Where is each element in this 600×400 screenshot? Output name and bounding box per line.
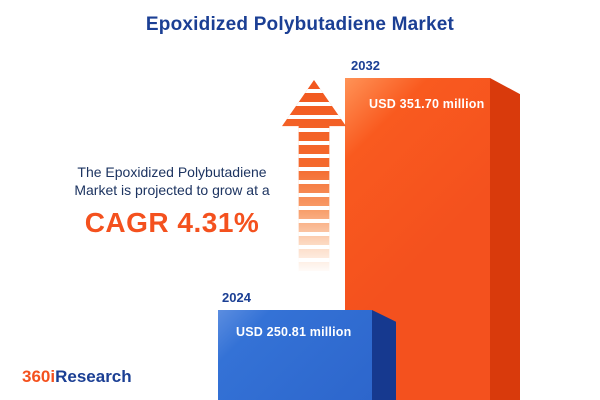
- promo-line-2: Market is projected to grow at a: [74, 182, 270, 198]
- year-label-2024: 2024: [222, 290, 251, 305]
- bar-2024-front-face: [218, 310, 372, 400]
- value-label-2032: USD 351.70 million: [369, 97, 485, 111]
- value-label-2024: USD 250.81 million: [236, 325, 352, 339]
- promo-line-1: The Epoxidized Polybutadiene: [77, 164, 267, 180]
- logo-part-research: Research: [55, 367, 132, 386]
- bar-2024-side-face: [372, 310, 396, 400]
- company-logo: 360iResearch: [22, 367, 132, 387]
- year-label-2032: 2032: [351, 58, 380, 73]
- bar-2032-side-face: [490, 78, 520, 400]
- chart-title: Epoxidized Polybutadiene Market: [145, 14, 455, 35]
- promo-text-block: The Epoxidized Polybutadiene Market is p…: [26, 163, 318, 239]
- cagr-value: CAGR 4.31%: [84, 207, 260, 238]
- logo-part-360i: 360i: [22, 367, 56, 386]
